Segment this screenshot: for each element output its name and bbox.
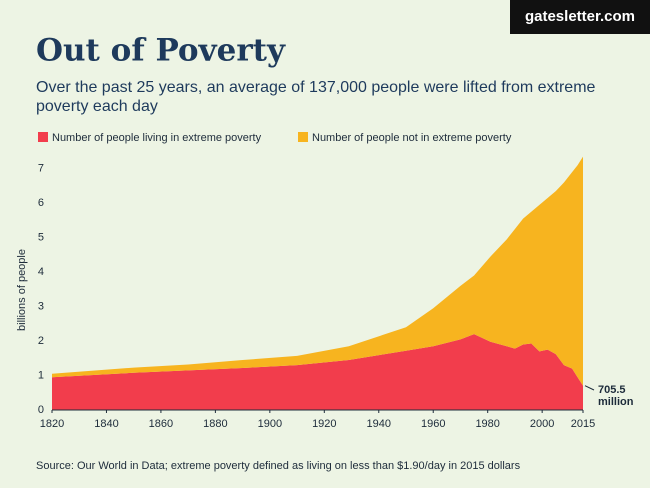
source: Source: Our World in Data; extreme pover… (36, 460, 521, 472)
y-tick-label: 2 (38, 335, 44, 347)
y-tick-label: 7 (38, 163, 44, 175)
annotation-leader (584, 385, 595, 391)
x-tick-label: 1920 (312, 418, 336, 430)
x-tick-label: 1980 (475, 418, 499, 430)
y-axis-label: billions of people (16, 249, 28, 331)
x-tick-label: 1820 (40, 418, 64, 430)
area (52, 156, 583, 386)
x-tick-label: 1840 (94, 418, 118, 430)
y-tick-label: 5 (38, 232, 44, 244)
x-tick-label: 1940 (367, 418, 391, 430)
y-tick-label: 1 (38, 369, 44, 381)
y-tick-label: 6 (38, 197, 44, 209)
legend-swatch (38, 132, 48, 142)
x-tick-label: 1960 (421, 418, 445, 430)
badge: gatesletter.com (525, 8, 635, 25)
legend-swatch (298, 132, 308, 142)
legend-label: Number of people living in extreme pover… (52, 132, 262, 144)
subtitle: poverty each day (36, 98, 158, 115)
x-tick-label: 2000 (530, 418, 554, 430)
x-tick-label: 1880 (203, 418, 227, 430)
badge-box (510, 0, 650, 34)
x-tick-label: 1860 (149, 418, 173, 430)
subtitle: Over the past 25 years, an average of 13… (36, 79, 596, 96)
x-tick-label: 1900 (258, 418, 282, 430)
area (52, 334, 583, 410)
annotation: million (598, 396, 634, 408)
legend-label: Number of people not in extreme poverty (312, 132, 512, 144)
x-tick-label: 2015 (571, 418, 595, 430)
annotation: 705.5 (598, 384, 626, 396)
chart-title: Out of Poverty (36, 33, 286, 69)
y-tick-label: 0 (38, 404, 44, 416)
y-tick-label: 4 (38, 266, 44, 278)
y-tick-label: 3 (38, 300, 44, 312)
